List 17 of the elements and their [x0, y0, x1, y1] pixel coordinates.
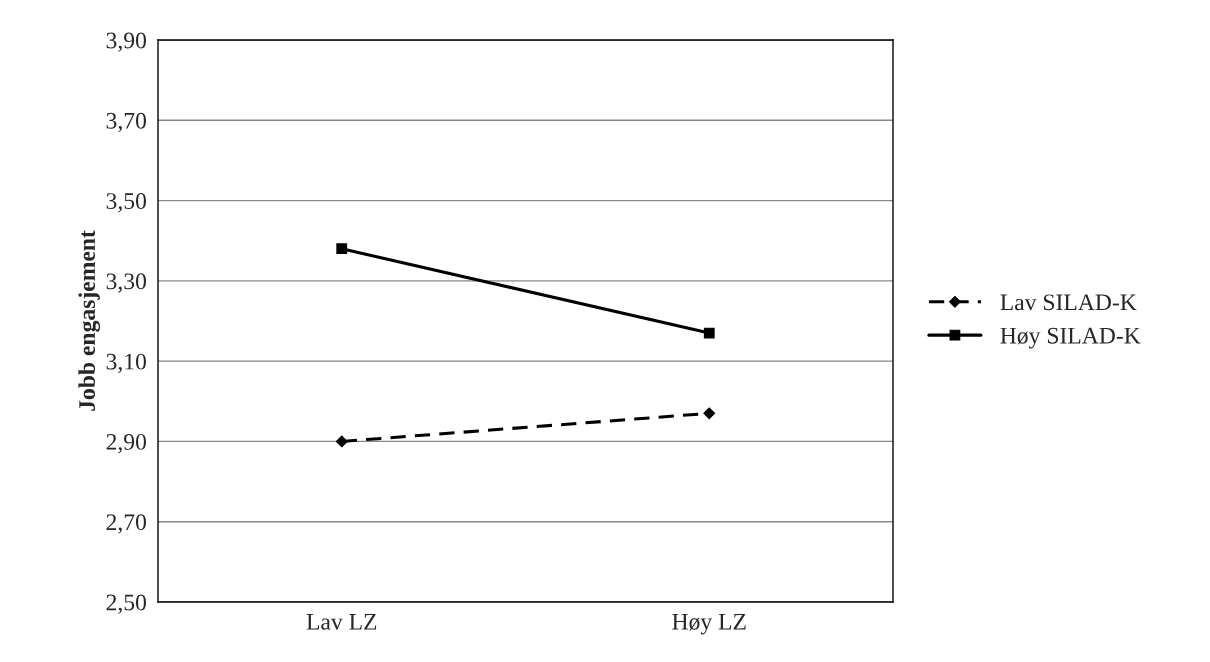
- y-tick-label: 3,50: [106, 193, 146, 213]
- x-tick-label: Høy LZ: [672, 613, 746, 635]
- point: [703, 327, 715, 339]
- point: [335, 435, 348, 448]
- y-tick-label: 2,50: [106, 594, 146, 614]
- legend-label: Lav SILAD-K: [1000, 294, 1137, 311]
- y-tick-label: 3,90: [106, 32, 146, 52]
- y-tick-label: 3,10: [106, 353, 146, 373]
- point: [703, 407, 716, 420]
- point: [336, 243, 348, 255]
- y-tick-label: 3,30: [106, 273, 146, 293]
- y-tick-label: 2,70: [106, 514, 146, 534]
- x-tick-label: Lav LZ: [306, 614, 377, 630]
- y-tick-label: 2,90: [106, 433, 146, 454]
- y-axis-title: Jobb engasjement: [78, 230, 101, 411]
- y-tick-label: 3,70: [106, 112, 146, 133]
- legend-label: Høy SILAD-K: [1000, 327, 1141, 349]
